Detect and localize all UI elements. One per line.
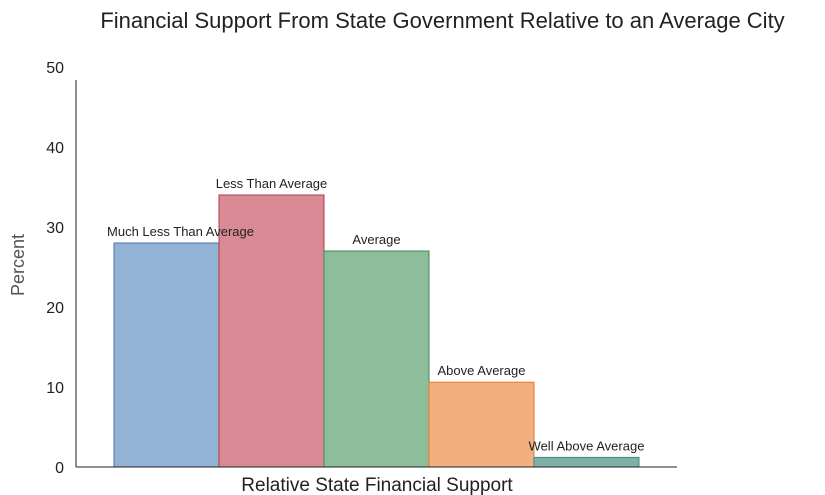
chart-title: Financial Support From State Government … [100,8,785,33]
bar-category-label: Average [352,232,400,247]
y-tick-label: 40 [46,140,64,157]
bar-category-label: Less Than Average [216,176,328,191]
y-tick-label: 10 [46,380,64,397]
bar-category-label: Above Average [438,363,526,378]
bar-labels-group: Much Less Than Average Less Than Average A… [107,176,644,453]
y-tick-label: 0 [55,460,64,477]
bar [533,456,640,468]
bar-category-label: Well Above Average [529,438,645,453]
y-tick-label: 50 [46,60,64,77]
bar [323,250,430,468]
bars-group [113,194,640,468]
y-axis-label: Percent [8,234,28,296]
bar [428,381,535,468]
y-axis-ticks: 0 10 20 30 40 50 [46,60,64,477]
x-axis-label: Relative State Financial Support [241,475,513,495]
y-tick-label: 30 [46,220,64,237]
bar-category-label: Much Less Than Average [107,224,254,239]
y-tick-label: 20 [46,300,64,317]
bar [218,194,325,468]
bar [113,242,220,468]
